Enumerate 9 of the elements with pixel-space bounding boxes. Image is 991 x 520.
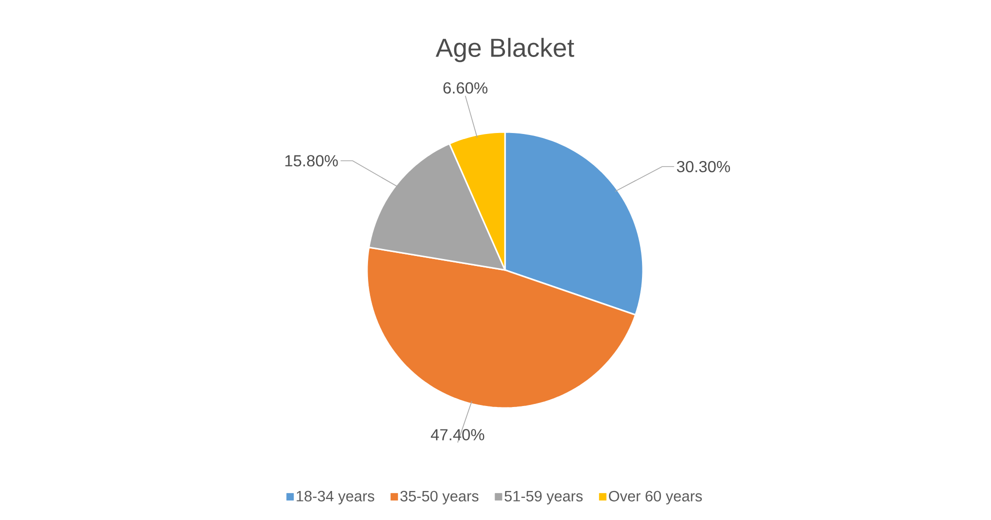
- data-label: 30.30%: [676, 160, 730, 172]
- chart-title: Age Blacket: [436, 38, 574, 62]
- legend-label: 35-50 years: [400, 490, 478, 504]
- data-label: 47.40%: [430, 429, 484, 440]
- data-label: 6.60%: [443, 82, 488, 94]
- legend-label: 51-59 years: [504, 490, 583, 504]
- legend-label: 18-34 years: [296, 490, 374, 504]
- data-label: 15.80%: [285, 155, 338, 166]
- legend-label: Over 60 years: [608, 490, 702, 504]
